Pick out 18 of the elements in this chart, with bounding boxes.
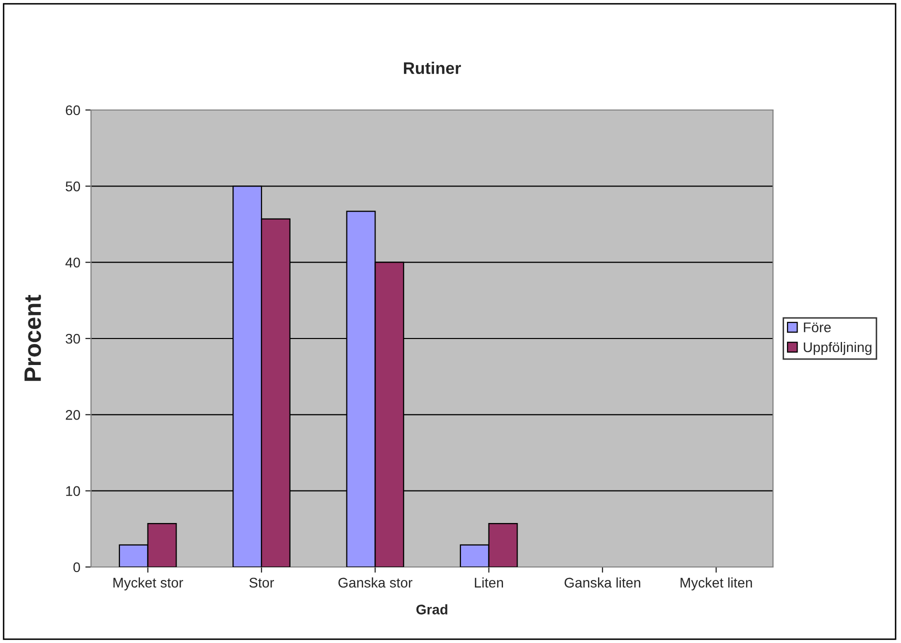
x-tick-label: Stor — [249, 578, 274, 588]
y-tick-label: 50 — [66, 182, 80, 192]
x-tick-label: Mycket liten — [680, 577, 752, 590]
legend-label: Uppföljning — [804, 342, 872, 355]
x-tick-label: Ganska liten — [564, 577, 640, 588]
chart-title: Rutiner — [404, 62, 461, 74]
y-tick-label: 20 — [66, 410, 80, 420]
y-tick-label: 10 — [66, 486, 80, 496]
x-tick-label: Liten — [474, 577, 503, 588]
x-axis-title: Grad — [416, 604, 448, 614]
legend-label: Före — [804, 322, 831, 332]
y-axis-title: Procent — [24, 294, 42, 381]
y-tick-label: 0 — [73, 562, 80, 572]
x-tick-label: Ganska stor — [338, 577, 412, 588]
y-tick-label: 40 — [65, 258, 80, 268]
x-tick-label: Mycket stor — [113, 577, 184, 590]
y-tick-label: 30 — [66, 334, 80, 344]
y-tick-label: 60 — [66, 105, 80, 116]
